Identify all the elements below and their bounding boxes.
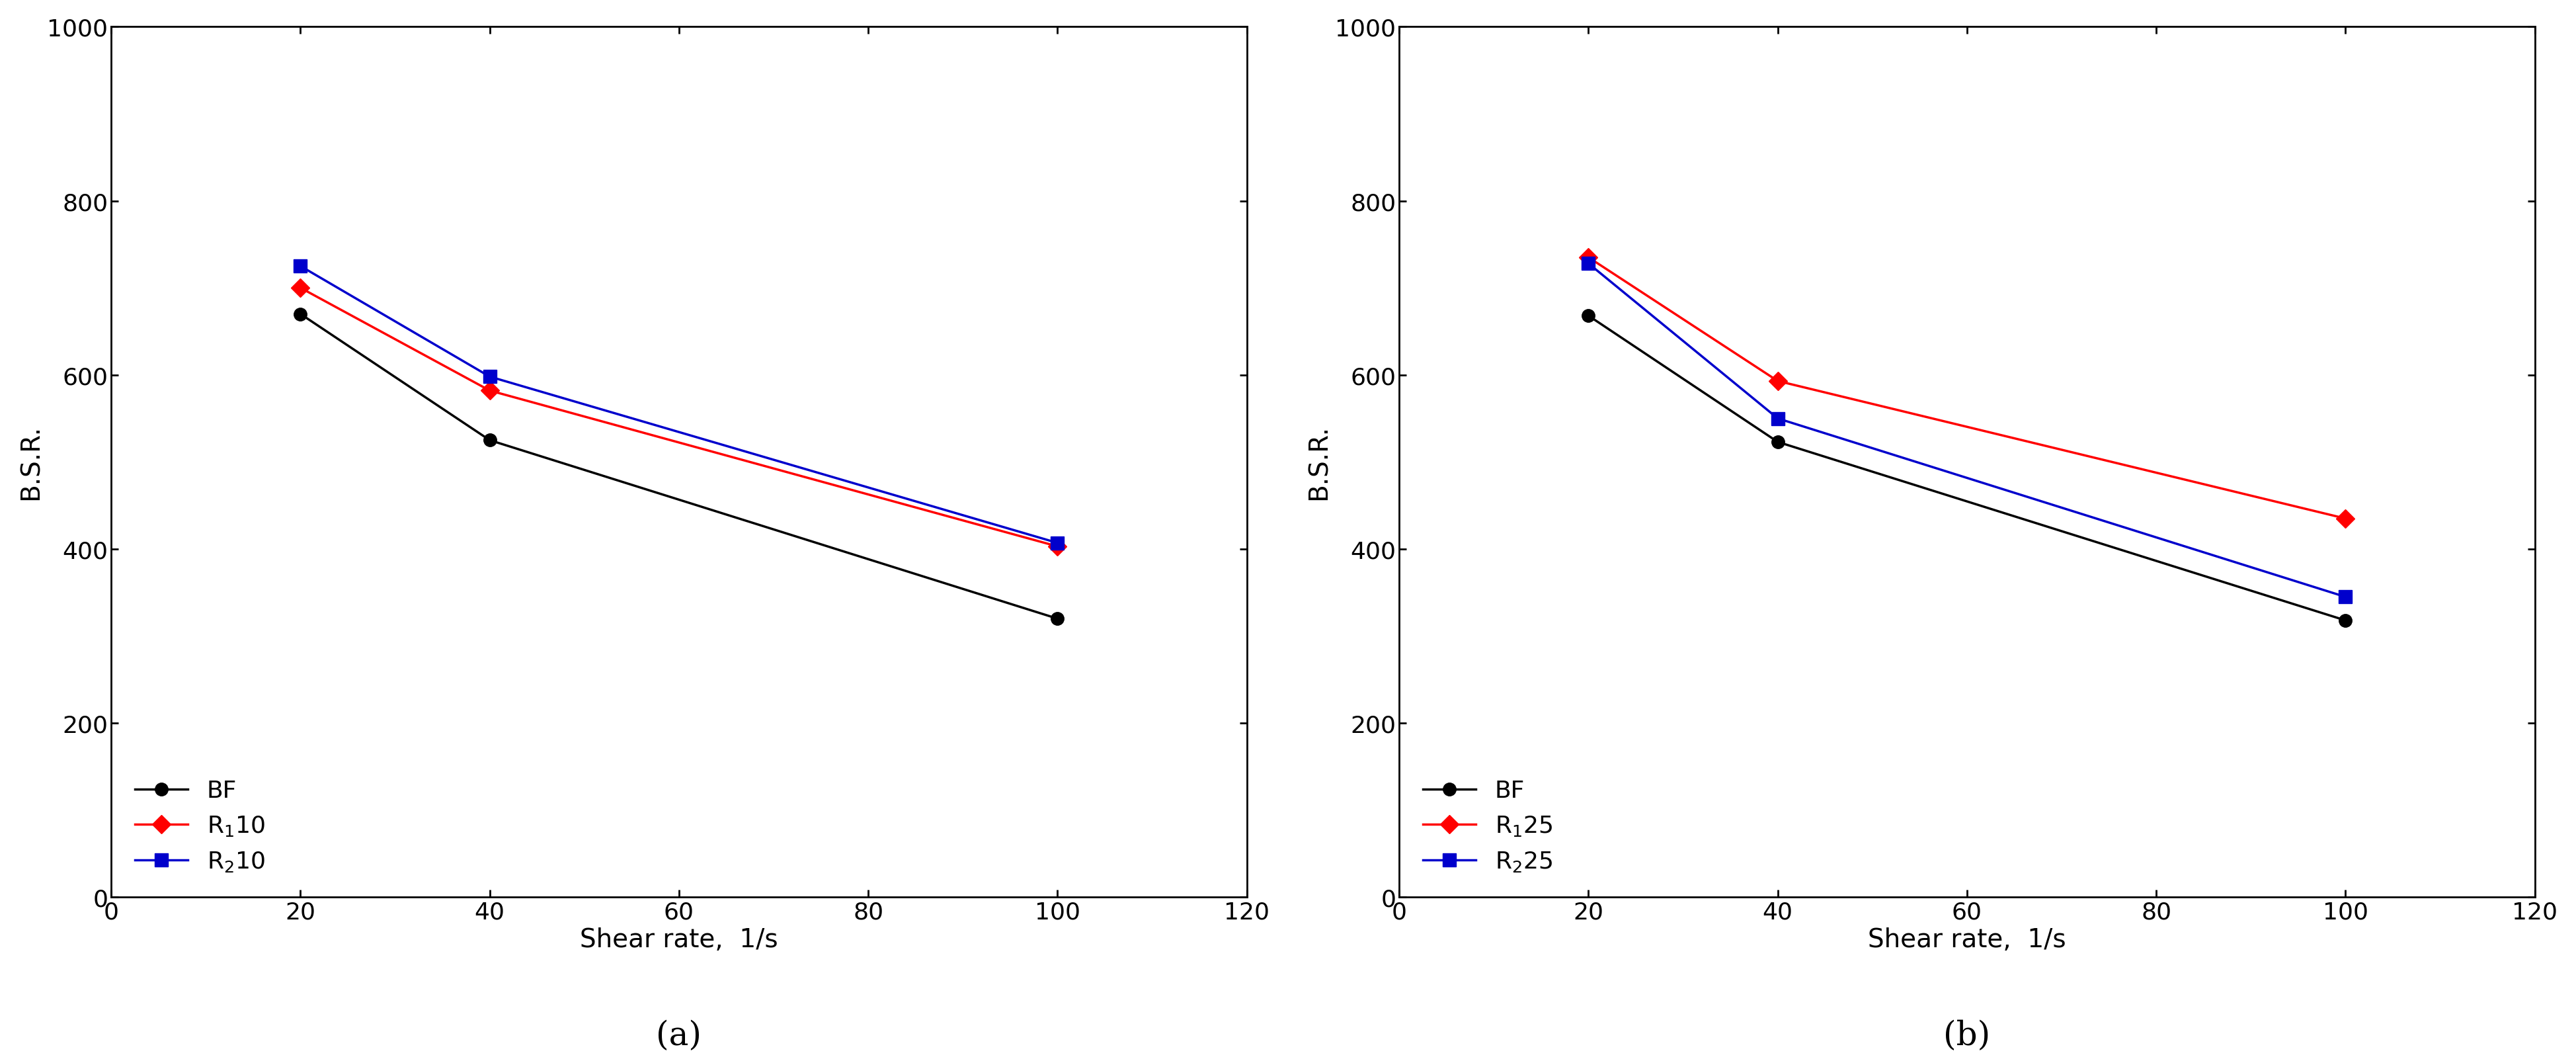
Legend: BF, R$_1$25, R$_2$25: BF, R$_1$25, R$_2$25 (1412, 767, 1564, 885)
Text: (b): (b) (1942, 1019, 1991, 1052)
Legend: BF, R$_1$10, R$_2$10: BF, R$_1$10, R$_2$10 (124, 767, 278, 885)
Y-axis label: B.S.R.: B.S.R. (1306, 424, 1332, 500)
X-axis label: Shear rate,  1/s: Shear rate, 1/s (580, 927, 778, 951)
X-axis label: Shear rate,  1/s: Shear rate, 1/s (1868, 927, 2066, 951)
Y-axis label: B.S.R.: B.S.R. (18, 424, 44, 500)
Text: (a): (a) (657, 1019, 701, 1052)
